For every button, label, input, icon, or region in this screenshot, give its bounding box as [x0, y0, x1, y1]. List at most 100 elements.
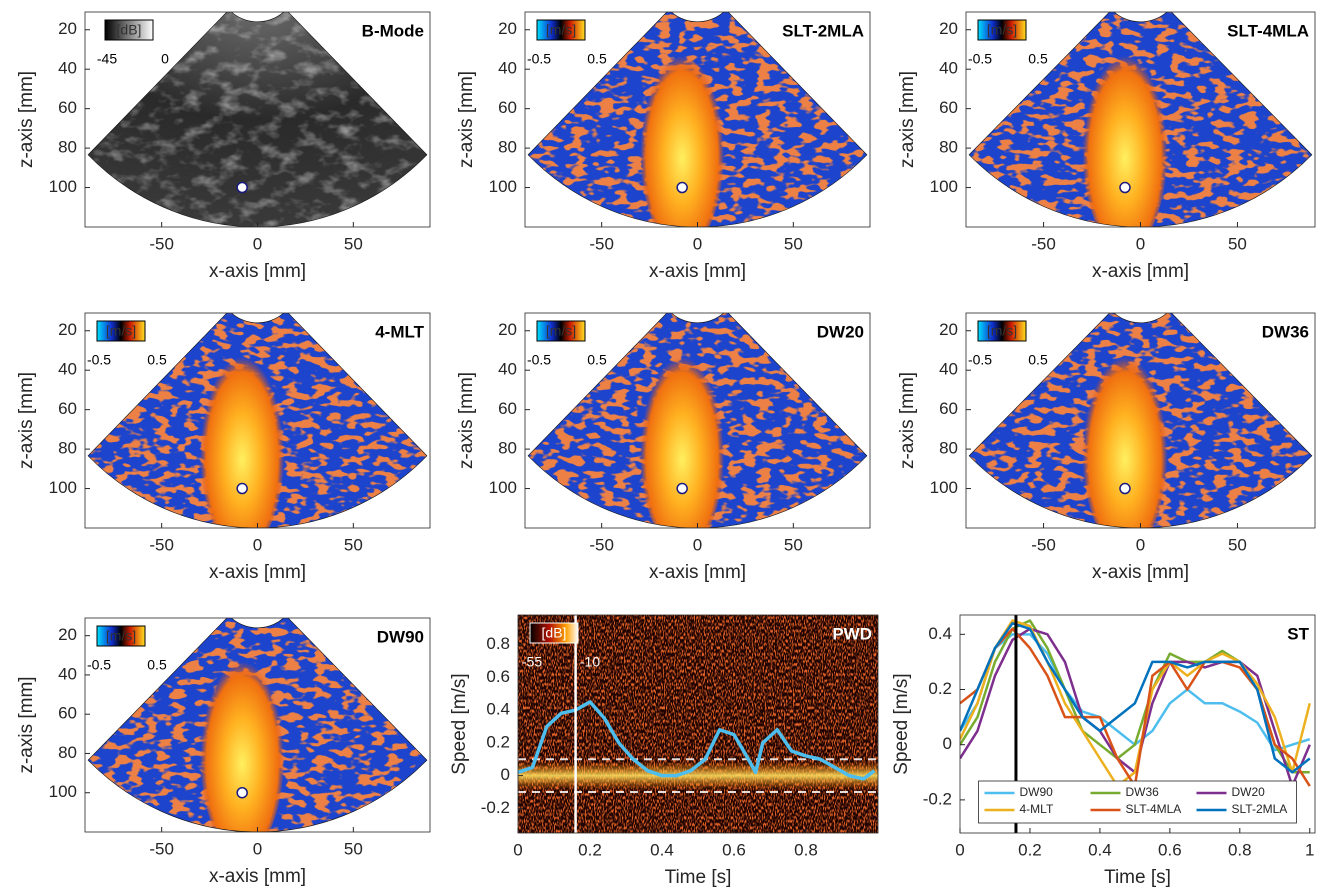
- y-tick-label: 20: [498, 19, 517, 38]
- sector-outline: [527, 12, 868, 227]
- flow-plume: [640, 45, 725, 227]
- colorbar-tick-label: 0.5: [1028, 352, 1048, 368]
- y-axis-label: z-axis [mm]: [16, 676, 37, 773]
- colorbar-label: [m/s]: [546, 323, 576, 339]
- axes-box: [84, 617, 431, 833]
- axes-box: [524, 312, 871, 529]
- sample-marker: [236, 786, 248, 799]
- colorbar-label: [m/s]: [106, 323, 136, 339]
- x-tick-label: 0: [253, 535, 262, 554]
- plot-area: [87, 313, 428, 528]
- y-tick-label: 100: [489, 177, 517, 196]
- colorbar-label: [dB]: [117, 22, 142, 38]
- x-tick-label: 0: [955, 840, 964, 859]
- colorbar: [529, 622, 579, 644]
- y-tick-label: 0: [943, 734, 952, 753]
- y-tick-label: 20: [939, 19, 958, 38]
- y-tick-label: 40: [939, 59, 958, 78]
- x-axis-label: x-axis [mm]: [209, 261, 306, 282]
- legend-label: 4-MLT: [1020, 802, 1054, 816]
- sector-image: [528, 12, 867, 227]
- y-tick-label: 20: [58, 19, 77, 38]
- y-tick-label: 60: [939, 98, 958, 117]
- sample-marker: [236, 181, 248, 194]
- panel-title: B-Mode: [362, 21, 424, 40]
- colorbar-label: [m/s]: [987, 323, 1017, 339]
- y-tick-label: 40: [58, 360, 77, 379]
- plot-area: [527, 313, 868, 528]
- sample-marker: [676, 181, 688, 194]
- y-tick-label: 100: [489, 478, 517, 497]
- panel-title: SLT-2MLA: [782, 21, 864, 40]
- y-axis-label: z-axis [mm]: [456, 71, 477, 168]
- sector-image: [969, 12, 1312, 227]
- y-tick-label: 80: [58, 138, 77, 157]
- plot-area: [87, 12, 428, 227]
- legend-label: DW90: [1020, 785, 1054, 799]
- x-tick-label: 50: [784, 234, 803, 253]
- panel: -50 0 50 20 40 60 80 100 x-axis [mm] z-axis [mm] D…: [456, 312, 871, 583]
- y-tick-label: 60: [498, 98, 517, 117]
- flow-plume: [200, 651, 285, 832]
- y-tick-label: 60: [58, 704, 77, 723]
- panel: -50 0 50 20 40 60 80 100 x-axis [mm] z-axis [mm] D…: [897, 312, 1316, 583]
- y-axis-label: Speed [m/s]: [891, 673, 912, 774]
- colorbar-tick-label: 0.5: [1028, 51, 1048, 67]
- y-tick-label: 60: [58, 98, 77, 117]
- colorbar: [536, 320, 586, 342]
- x-tick-label: 0: [1136, 535, 1145, 554]
- x-tick-label: 50: [344, 535, 363, 554]
- x-tick-label: -50: [149, 234, 174, 253]
- x-tick-label: 50: [784, 535, 803, 554]
- sector-image: [969, 313, 1312, 528]
- legend-box: [978, 780, 1297, 824]
- x-axis-label: x-axis [mm]: [209, 866, 306, 887]
- x-tick-label: 50: [1228, 535, 1247, 554]
- colorbar-tick-label: -0.5: [527, 352, 551, 368]
- x-axis-label: x-axis [mm]: [649, 562, 746, 583]
- axes-box: [84, 312, 431, 529]
- y-tick-label: -0.2: [923, 789, 952, 808]
- colorbar-tick-label: 0.5: [587, 51, 607, 67]
- y-tick-label: 100: [930, 478, 958, 497]
- colorbar: [536, 19, 586, 41]
- axes-box: [524, 11, 871, 228]
- colorbar: [977, 19, 1027, 41]
- plot-area: [968, 12, 1313, 227]
- x-tick-label: 50: [344, 234, 363, 253]
- y-tick-label: 40: [498, 59, 517, 78]
- plot-area: [968, 313, 1313, 528]
- y-tick-label: 80: [58, 743, 77, 762]
- panel: -50 0 50 20 40 60 80 100 x-axis [mm] z-axis [mm] S…: [456, 11, 871, 282]
- y-tick-label: 20: [498, 320, 517, 339]
- x-tick-label: 50: [344, 839, 363, 858]
- y-tick-label: 80: [939, 138, 958, 157]
- y-tick-label: 40: [58, 664, 77, 683]
- y-tick-label: 80: [939, 439, 958, 458]
- flow-plume: [640, 346, 725, 528]
- flow-plume: [1082, 346, 1168, 528]
- y-tick-label: 20: [58, 625, 77, 644]
- x-axis-label: x-axis [mm]: [1092, 562, 1189, 583]
- x-tick-label: 0.4: [650, 840, 674, 859]
- colorbar-tick-label: -0.5: [968, 352, 992, 368]
- colorbar: [977, 320, 1027, 342]
- sample-marker: [1119, 482, 1131, 495]
- sector-outline: [968, 12, 1313, 227]
- legend-label: DW20: [1232, 785, 1266, 799]
- y-axis-label: z-axis [mm]: [897, 372, 918, 469]
- y-tick-label: 20: [58, 320, 77, 339]
- panel-title: PWD: [832, 624, 872, 643]
- y-tick-label: 80: [498, 439, 517, 458]
- panel-title: DW90: [377, 627, 424, 646]
- axes-box: [965, 11, 1316, 228]
- x-tick-label: -50: [589, 234, 614, 253]
- panel-title: ST: [1287, 624, 1309, 643]
- colorbar-tick-label: 0.5: [147, 657, 167, 673]
- x-tick-label: 0.6: [722, 840, 746, 859]
- x-tick-label: 50: [1228, 234, 1247, 253]
- x-tick-label: 0: [253, 234, 262, 253]
- y-tick-label: -0.2: [481, 798, 510, 817]
- spectrogram-noise: [518, 615, 878, 833]
